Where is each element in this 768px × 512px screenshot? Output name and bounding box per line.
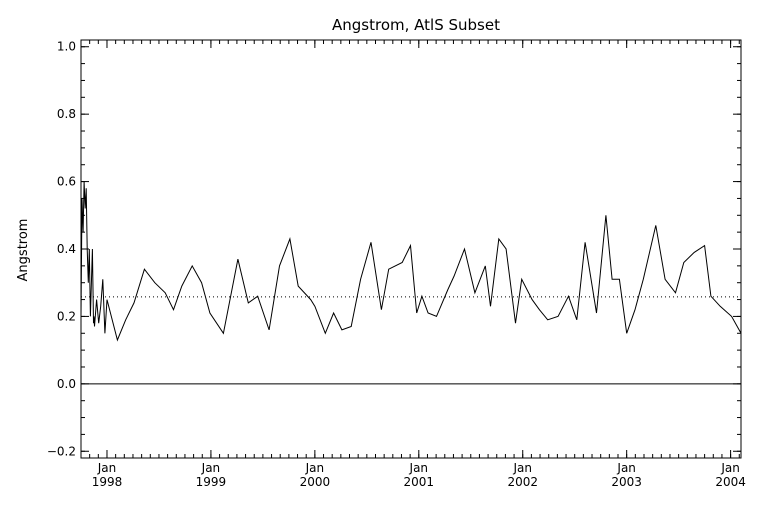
reference-lines xyxy=(81,296,741,385)
y-tick-label-3: 0.4 xyxy=(57,242,76,256)
x-tick-year-label-4: 2002 xyxy=(507,475,538,489)
x-tick-month-label-3: Jan xyxy=(409,461,429,475)
y-tick-label-2: 0.2 xyxy=(57,309,76,323)
x-tick-year-label-3: 2001 xyxy=(404,475,435,489)
y-axis-label: Angstrom xyxy=(16,219,31,282)
y-tick-label-4: 0.6 xyxy=(57,175,76,189)
y-tick-label-5: 0.8 xyxy=(57,107,76,121)
x-tick-month-label-5: Jan xyxy=(616,461,636,475)
x-tick-year-label-1: 1999 xyxy=(196,475,227,489)
x-tick-month-label-2: Jan xyxy=(305,461,325,475)
x-tick-year-label-6: 2004 xyxy=(715,475,746,489)
y-tick-label-1: 0.0 xyxy=(57,377,76,391)
x-tick-month-label-0: Jan xyxy=(97,461,117,475)
angstrom-series-line xyxy=(80,181,742,342)
x-tick-year-label-2: 2000 xyxy=(300,475,331,489)
y-tick-label-0: −0.2 xyxy=(47,444,76,458)
x-tick-year-label-0: 1998 xyxy=(92,475,123,489)
x-tick-month-label-6: Jan xyxy=(720,461,740,475)
x-tick-year-label-5: 2003 xyxy=(611,475,642,489)
x-tick-month-label-4: Jan xyxy=(512,461,532,475)
y-tick-label-6: 1.0 xyxy=(57,40,76,54)
y-axis-ticks: −0.2 0.0 0.2 0.4 0.6 0.8 1.0 xyxy=(47,40,741,458)
x-axis-ticks: Jan1998Jan1999Jan2000Jan2001Jan2002Jan20… xyxy=(80,40,746,489)
chart-title: Angstrom, AtlS Subset xyxy=(332,16,500,34)
x-tick-month-label-1: Jan xyxy=(201,461,221,475)
